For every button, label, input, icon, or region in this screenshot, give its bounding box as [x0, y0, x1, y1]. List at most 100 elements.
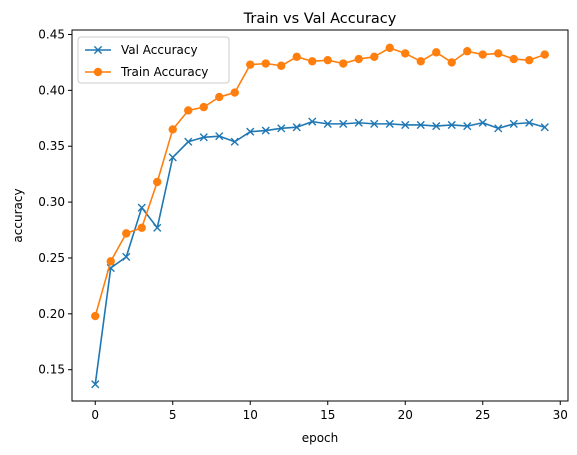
train-accuracy-point [323, 55, 332, 65]
val-accuracy-point [308, 117, 317, 126]
series-layer [91, 43, 549, 389]
plot-frame [71, 29, 569, 402]
train-accuracy-point [509, 54, 518, 64]
x-marker-stroke [184, 137, 193, 146]
val-accuracy-point [153, 223, 162, 232]
val-accuracy-point [416, 120, 425, 130]
val-accuracy-point [137, 203, 146, 212]
train-accuracy-point [385, 43, 394, 53]
val-accuracy-point [525, 118, 534, 127]
train-accuracy-point [354, 54, 363, 64]
train-accuracy-point [292, 52, 301, 62]
train-accuracy-point [416, 57, 425, 66]
x-marker-stroke [122, 252, 131, 261]
x-marker-stroke [370, 119, 379, 128]
x-marker-stroke [308, 117, 317, 126]
x-marker-stroke [246, 127, 255, 136]
x-marker-stroke [215, 132, 224, 141]
val-accuracy-line [94, 120, 545, 385]
x-tick-label: 5 [169, 408, 177, 422]
x-marker-stroke [91, 380, 100, 389]
chart-title: Train vs Val Accuracy [243, 11, 397, 27]
x-marker-stroke [494, 124, 503, 133]
val-accuracy-point [122, 252, 131, 261]
y-tick-label: 0.45 [38, 27, 65, 41]
x-marker-stroke [525, 118, 534, 127]
val-accuracy-point [292, 123, 301, 132]
x-tick-label: 20 [398, 408, 413, 422]
train-accuracy-point [137, 223, 146, 232]
x-marker-stroke [401, 120, 410, 130]
x-marker-stroke [509, 119, 518, 128]
y-tick-label: 0.35 [38, 139, 65, 153]
legend-val-accuracy-label: Val Accuracy [121, 43, 198, 57]
train-accuracy-point [199, 102, 208, 112]
x-tick-label: 0 [91, 408, 99, 422]
train-accuracy-line [94, 47, 546, 317]
y-axis-ticks: 0.15 0.20 0.25 0.30 0.35 0.40 0.45 [38, 27, 72, 377]
train-accuracy-point [153, 177, 162, 187]
train-accuracy-point [370, 52, 379, 62]
x-marker-stroke [153, 223, 162, 232]
x-marker-stroke [339, 119, 348, 128]
val-accuracy-point [463, 122, 472, 131]
x-tick-label: 15 [320, 408, 335, 422]
val-accuracy-point [354, 118, 363, 127]
plot-area [71, 29, 569, 402]
train-accuracy-point [184, 106, 193, 115]
train-accuracy-point [106, 257, 115, 266]
val-accuracy-point [401, 120, 410, 130]
train-accuracy-point [168, 125, 177, 134]
x-tick-label: 30 [553, 408, 568, 422]
train-accuracy-point [277, 61, 286, 70]
train-accuracy-point [122, 229, 131, 238]
x-marker-stroke [230, 137, 239, 146]
legend-val-accuracy-marker [93, 45, 103, 55]
x-marker-stroke [261, 126, 270, 135]
legend-train-accuracy-label: Train Accuracy [120, 65, 208, 79]
val-accuracy-point [494, 124, 503, 133]
x-marker-stroke [323, 119, 332, 128]
x-marker-stroke [478, 118, 487, 127]
x-marker-stroke [137, 203, 146, 212]
train-accuracy-point [463, 47, 472, 56]
train-accuracy-point [432, 48, 441, 57]
val-accuracy-point [91, 380, 100, 389]
train-accuracy-point [215, 92, 224, 102]
train-accuracy-point [230, 88, 239, 97]
train-accuracy-point [261, 59, 270, 68]
val-accuracy-point [540, 123, 549, 132]
val-accuracy-point [385, 119, 394, 128]
x-tick-label: 10 [243, 408, 258, 422]
x-marker-stroke [199, 133, 208, 142]
x-marker-stroke [385, 119, 394, 128]
val-accuracy-point [277, 124, 286, 133]
train-accuracy-point [525, 55, 534, 65]
val-accuracy-point [370, 119, 379, 128]
x-marker-stroke [416, 120, 425, 130]
legend-box [77, 36, 230, 84]
val-accuracy-point [199, 133, 208, 142]
val-accuracy-point [261, 126, 270, 135]
train-accuracy-point [401, 49, 410, 58]
y-tick-label: 0.40 [38, 83, 65, 97]
x-marker-stroke [354, 118, 363, 127]
val-accuracy-point [339, 119, 348, 128]
x-tick-label: 25 [475, 408, 490, 422]
x-marker-stroke [540, 123, 549, 132]
x-marker-stroke [432, 122, 441, 131]
x-marker-stroke [463, 122, 472, 131]
val-accuracy-point [323, 119, 332, 128]
val-accuracy-point [509, 119, 518, 128]
train-accuracy-point [447, 58, 456, 67]
legend: Val Accuracy Train Accuracy [77, 36, 230, 84]
y-tick-label: 0.30 [38, 195, 65, 209]
x-marker-stroke [292, 123, 301, 132]
val-accuracy-point [215, 132, 224, 141]
val-accuracy-point [447, 120, 456, 130]
train-accuracy-point [91, 311, 100, 321]
x-marker-stroke [277, 124, 286, 133]
x-marker-stroke [93, 45, 103, 55]
y-tick-label: 0.20 [38, 307, 65, 321]
val-accuracy-point [246, 127, 255, 136]
